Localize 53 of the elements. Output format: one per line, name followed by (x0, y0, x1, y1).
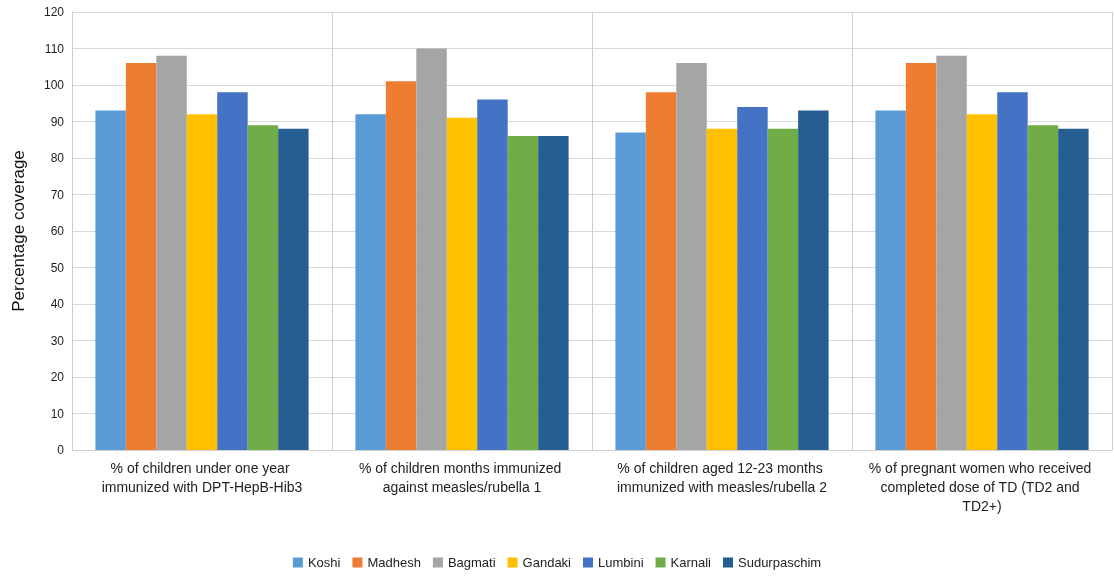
bar (936, 55, 967, 450)
y-tick-label: 110 (44, 41, 65, 56)
bar (1027, 125, 1059, 450)
y-tick-label: 50 (50, 260, 65, 275)
y-tick-label: 70 (50, 187, 65, 202)
y-tick-label: 90 (50, 114, 65, 129)
bar (355, 114, 386, 450)
bar (416, 48, 447, 450)
bar (767, 128, 799, 450)
y-tick-label: 120 (43, 5, 65, 19)
bar (798, 110, 829, 450)
legend-label: Bagmati (447, 555, 496, 570)
bar (997, 92, 1028, 450)
bar (446, 117, 478, 450)
bar (247, 125, 279, 450)
bar (875, 110, 906, 450)
legend-label: Karnali (670, 555, 712, 570)
bar (186, 114, 218, 450)
x-tick-label: % of children under one year immunized with DPT-HepB-Hib3 (101, 459, 303, 495)
bar (385, 81, 417, 450)
bar (706, 128, 738, 450)
legend-label: Lumbini (598, 555, 644, 570)
bar (217, 92, 248, 450)
legend-label: Madhesh (367, 555, 421, 570)
y-tick-label: 40 (50, 297, 65, 311)
legend-label: Koshi (307, 555, 341, 570)
legend-label: Sudurpaschim (738, 555, 822, 570)
y-tick-label: 30 (50, 333, 65, 348)
bar (737, 106, 768, 450)
bar (676, 63, 707, 450)
bar (278, 128, 309, 450)
legend-label: Gandaki (522, 555, 572, 570)
y-tick-label: 100 (43, 78, 65, 92)
bar (1058, 128, 1089, 450)
bar (507, 136, 539, 450)
y-axis-title: Percentage coverage (9, 150, 28, 312)
y-tick-label: 60 (50, 224, 65, 238)
y-tick-label: 0 (57, 443, 65, 457)
bar (966, 114, 998, 450)
bar (538, 136, 569, 450)
y-tick-label: 20 (50, 370, 65, 384)
bar (125, 63, 157, 450)
bar (905, 63, 937, 450)
y-tick-label: 80 (50, 151, 65, 165)
bar (95, 110, 126, 450)
x-tick-label: % of children months immunized against measles/rubella 1 (358, 459, 566, 495)
bar (645, 92, 677, 450)
bar (615, 132, 646, 450)
bar (477, 99, 508, 450)
x-tick-label: % of pregnant women who received completed dose of TD (TD2 and TD2+) (868, 459, 1096, 514)
bar (156, 55, 187, 450)
x-tick-label: % of children aged 12-23 months immunized with measles/rubella 2 (616, 459, 828, 495)
y-tick-label: 10 (50, 406, 65, 421)
